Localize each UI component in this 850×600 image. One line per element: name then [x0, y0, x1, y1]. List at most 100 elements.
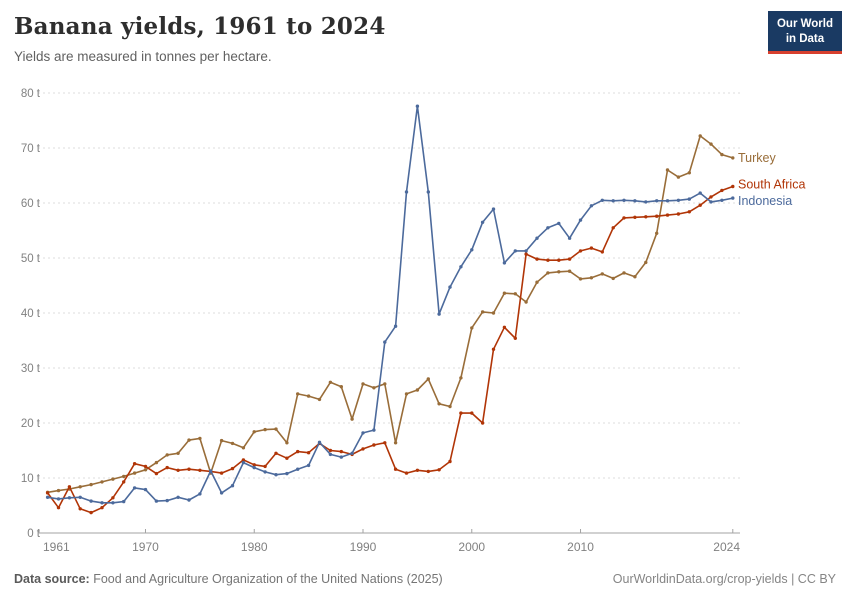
data-point-turkey[interactable] [415, 388, 420, 392]
series-label-turkey[interactable]: Turkey [738, 151, 776, 165]
data-point-indonesia[interactable] [306, 463, 311, 468]
data-point-turkey[interactable] [513, 292, 517, 296]
data-point-south-africa[interactable] [611, 226, 615, 230]
data-point-indonesia[interactable] [176, 495, 180, 499]
data-point-turkey[interactable] [480, 310, 485, 314]
data-point-turkey[interactable] [89, 482, 93, 487]
data-point-indonesia[interactable] [67, 496, 72, 500]
data-point-turkey[interactable] [317, 397, 322, 402]
data-point-south-africa[interactable] [241, 458, 246, 462]
data-point-south-africa[interactable] [567, 257, 572, 261]
data-point-south-africa[interactable] [665, 213, 670, 217]
data-point-south-africa[interactable] [687, 210, 691, 214]
data-point-south-africa[interactable] [535, 257, 539, 261]
data-point-south-africa[interactable] [45, 491, 50, 495]
data-point-south-africa[interactable] [502, 325, 507, 329]
data-point-indonesia[interactable] [644, 200, 648, 204]
data-point-turkey[interactable] [143, 468, 148, 472]
data-point-south-africa[interactable] [219, 471, 224, 475]
data-point-turkey[interactable] [698, 134, 702, 138]
data-point-south-africa[interactable] [600, 250, 604, 254]
data-point-south-africa[interactable] [578, 249, 583, 253]
data-point-south-africa[interactable] [56, 506, 61, 510]
data-point-indonesia[interactable] [731, 196, 735, 200]
data-point-turkey[interactable] [502, 291, 507, 295]
data-point-turkey[interactable] [252, 430, 256, 434]
data-point-turkey[interactable] [448, 404, 452, 409]
data-point-south-africa[interactable] [513, 336, 517, 340]
data-point-south-africa[interactable] [176, 468, 180, 472]
data-point-turkey[interactable] [437, 402, 441, 406]
data-point-turkey[interactable] [361, 382, 365, 386]
data-point-south-africa[interactable] [122, 480, 126, 484]
data-point-south-africa[interactable] [633, 215, 637, 219]
data-point-indonesia[interactable] [502, 261, 507, 265]
data-point-turkey[interactable] [687, 171, 691, 175]
data-point-turkey[interactable] [111, 477, 115, 481]
data-point-indonesia[interactable] [328, 452, 333, 457]
data-point-south-africa[interactable] [448, 459, 452, 464]
data-point-turkey[interactable] [665, 168, 670, 172]
data-point-turkey[interactable] [263, 427, 267, 432]
data-point-south-africa[interactable] [557, 258, 561, 262]
data-point-south-africa[interactable] [731, 184, 735, 189]
data-point-indonesia[interactable] [709, 200, 713, 204]
data-point-turkey[interactable] [56, 488, 61, 493]
owid-logo[interactable]: Our World in Data [767, 11, 842, 54]
series-line-indonesia[interactable] [47, 105, 733, 504]
data-point-south-africa[interactable] [230, 466, 235, 471]
data-point-south-africa[interactable] [263, 464, 267, 469]
data-point-indonesia[interactable] [361, 431, 365, 435]
data-point-indonesia[interactable] [665, 199, 670, 203]
data-point-turkey[interactable] [470, 326, 474, 330]
data-point-turkey[interactable] [404, 392, 409, 396]
data-point-turkey[interactable] [230, 441, 235, 446]
data-point-turkey[interactable] [611, 276, 615, 281]
data-point-indonesia[interactable] [198, 492, 202, 496]
series-line-south-africa[interactable] [46, 185, 734, 514]
data-point-south-africa[interactable] [100, 506, 104, 510]
data-point-turkey[interactable] [219, 438, 224, 443]
data-point-indonesia[interactable] [209, 469, 213, 473]
data-point-south-africa[interactable] [328, 448, 333, 453]
data-point-indonesia[interactable] [676, 198, 681, 202]
data-point-turkey[interactable] [600, 272, 604, 276]
data-point-indonesia[interactable] [350, 451, 354, 455]
data-point-indonesia[interactable] [578, 218, 583, 222]
data-point-turkey[interactable] [720, 152, 724, 157]
data-point-turkey[interactable] [100, 480, 104, 484]
data-point-indonesia[interactable] [491, 207, 496, 211]
data-point-indonesia[interactable] [56, 497, 61, 501]
data-point-south-africa[interactable] [546, 258, 550, 262]
data-point-indonesia[interactable] [274, 473, 278, 477]
data-point-turkey[interactable] [622, 271, 626, 275]
data-point-indonesia[interactable] [655, 199, 659, 203]
data-point-turkey[interactable] [459, 376, 463, 380]
data-point-south-africa[interactable] [676, 212, 681, 216]
data-point-south-africa[interactable] [589, 246, 594, 250]
data-point-south-africa[interactable] [426, 469, 430, 474]
series-label-south-africa[interactable]: South Africa [738, 178, 805, 192]
data-point-south-africa[interactable] [491, 347, 496, 351]
data-point-south-africa[interactable] [622, 216, 626, 220]
data-point-turkey[interactable] [198, 436, 202, 441]
data-point-south-africa[interactable] [655, 214, 659, 218]
data-point-indonesia[interactable] [448, 285, 452, 289]
data-point-south-africa[interactable] [285, 456, 289, 460]
data-point-south-africa[interactable] [78, 507, 82, 511]
data-point-turkey[interactable] [633, 275, 637, 279]
data-point-turkey[interactable] [339, 385, 343, 389]
data-point-indonesia[interactable] [122, 499, 126, 504]
data-point-indonesia[interactable] [89, 499, 93, 503]
series-line-turkey[interactable] [47, 135, 734, 494]
data-point-indonesia[interactable] [720, 198, 724, 202]
data-point-turkey[interactable] [306, 394, 311, 398]
data-point-turkey[interactable] [132, 471, 137, 475]
data-point-indonesia[interactable] [393, 324, 398, 328]
data-point-south-africa[interactable] [372, 443, 376, 447]
data-point-turkey[interactable] [165, 453, 169, 457]
data-point-turkey[interactable] [655, 231, 659, 235]
data-point-indonesia[interactable] [154, 499, 159, 503]
data-point-south-africa[interactable] [698, 203, 702, 207]
data-point-south-africa[interactable] [709, 195, 713, 199]
